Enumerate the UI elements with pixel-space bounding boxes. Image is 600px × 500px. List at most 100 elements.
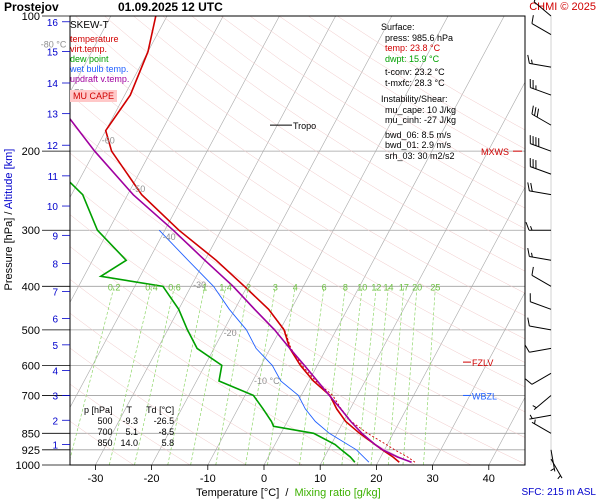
fzlv-label: FZLV <box>472 358 493 368</box>
temp-tick-label: 20 <box>370 473 382 485</box>
series-dew-point-line <box>70 181 356 463</box>
table-row: 500 -9.3 -26.5 <box>80 416 178 427</box>
wind-barb <box>527 182 552 196</box>
isotherm-label: -60 <box>102 136 115 146</box>
legend-item-dew-point: dew point <box>70 54 109 64</box>
wind-barb <box>531 419 552 434</box>
wind-barb-flag <box>557 475 561 480</box>
mixing-ratio-line <box>322 286 346 465</box>
mixing-ratio-line <box>245 286 276 465</box>
level-table: p [hPa] T Td [°C] 500 -9.3 -26.5 700 5.1… <box>80 405 178 449</box>
wind-barb-shaft <box>531 372 552 385</box>
mixing-ratio-label: 12 <box>371 282 381 292</box>
x-axis-temp-label: Temperature [°C] <box>196 487 280 499</box>
mixing-ratio-label: 20 <box>412 282 422 292</box>
isotherm-label: -30 <box>193 280 206 290</box>
dry-adiabat-line <box>70 279 359 465</box>
mixing-ratio-label: 3 <box>273 282 278 292</box>
isotherm-line <box>151 16 393 465</box>
wind-barb <box>529 135 552 152</box>
wind-barb-shaft <box>550 449 556 472</box>
altitude-tick-label: 10 <box>47 202 59 213</box>
mixing-ratio-line <box>299 286 325 465</box>
wind-barb-flag <box>531 15 534 24</box>
isotherm-line <box>488 396 525 465</box>
dry-adiabat-line <box>104 16 525 294</box>
mixing-ratio-label: 25 <box>430 282 440 292</box>
wind-barb <box>531 105 552 126</box>
isotherm-line <box>263 16 505 465</box>
mixing-ratio-label: 0.6 <box>168 282 181 292</box>
legend-item-updraft: updraft v.temp. <box>70 74 130 84</box>
wind-barb-shaft <box>529 347 552 353</box>
table-cell: -26.5 <box>153 416 175 426</box>
mixing-ratio-label: 1.4 <box>219 282 232 292</box>
mixing-ratio-line <box>134 286 175 465</box>
wind-barb-shaft <box>530 166 552 175</box>
wind-barb-shaft <box>530 143 552 152</box>
mixing-ratio-label: 8 <box>343 282 348 292</box>
temp-tick-label: 30 <box>426 473 438 485</box>
surface-tconv: t-conv: 23.2 °C <box>385 67 445 77</box>
wind-barb-flag <box>524 344 530 353</box>
wind-barb-flag <box>550 468 555 472</box>
pressure-tick-label: 600 <box>22 360 40 372</box>
legend-item-wet-bulb: wet bulb temp. <box>70 64 129 74</box>
wind-barb <box>531 266 552 287</box>
isotherm-line <box>432 291 525 465</box>
mu-cape-badge: MU CAPE <box>70 90 118 102</box>
altitude-tick-label: 13 <box>47 110 59 121</box>
dry-adiabat-line <box>70 312 303 465</box>
wind-barb-flag <box>525 378 533 385</box>
altitude-tick-label: 9 <box>52 231 58 242</box>
wind-barb <box>527 247 552 261</box>
wind-barb-flag <box>532 405 537 409</box>
y-axis-separator: / <box>3 209 15 215</box>
temp-tick-label: 40 <box>483 473 495 485</box>
wind-barb-flag <box>530 182 533 192</box>
legend-title: SKEW-T <box>70 20 109 31</box>
mu-cape-value: mu_cape: 10 J/kg <box>385 104 457 115</box>
isotherm-label: -40 <box>163 232 176 242</box>
isotherm-label: -50 <box>132 184 145 194</box>
wind-barb-flag <box>527 317 530 327</box>
dry-adiabat-line <box>70 246 416 465</box>
isotherm-label: -80 °C <box>41 39 67 49</box>
table-header: p [hPa] <box>84 405 113 415</box>
isotherm-label: -10 °C <box>254 376 280 386</box>
table-header: T <box>126 405 133 415</box>
table-cell: 5.8 <box>161 438 175 448</box>
mixing-ratio-label: 14 <box>383 282 393 292</box>
wind-barb-shaft <box>533 1 552 17</box>
table-cell: 700 <box>97 427 113 437</box>
wind-barb <box>524 344 552 353</box>
wind-barb <box>525 222 551 231</box>
surface-panel: Surface: press: 985.6 hPa temp: 23.8 °C … <box>381 22 456 161</box>
wind-barb <box>532 395 552 410</box>
mixing-ratio-line <box>70 286 115 461</box>
dry-adiabat-line <box>75 16 525 317</box>
mixing-ratio-label: 17 <box>399 282 409 292</box>
y-axis-label: Pressure [hPa] / Altitude [km] <box>3 149 15 291</box>
mixing-ratio-line <box>215 286 249 465</box>
dry-adiabat-line <box>70 152 525 438</box>
wbzl-label: WBZL <box>472 391 497 401</box>
wind-barb-shaft <box>529 255 552 261</box>
series-updraft-v-temp-line <box>70 117 412 463</box>
wind-barb-flag <box>530 226 533 231</box>
wind-barb-shaft <box>533 395 552 410</box>
pressure-tick-label: 500 <box>22 325 40 337</box>
wind-barb-flag <box>534 419 536 424</box>
wind-barb-flag <box>531 59 533 64</box>
table-cell: 14.0 <box>120 438 139 448</box>
wind-barb <box>529 414 552 420</box>
dry-adiabat-line <box>162 16 525 250</box>
table-cell: 850 <box>97 438 113 448</box>
altitude-tick-label: 6 <box>52 315 58 326</box>
dry-adiabat-line <box>70 94 525 388</box>
legend: SKEW-T temperature virt.temp. dew point … <box>70 21 129 102</box>
wind-barb-shaft <box>529 62 552 68</box>
mixing-ratio-line <box>167 286 206 465</box>
wind-barb-shaft <box>529 325 552 331</box>
